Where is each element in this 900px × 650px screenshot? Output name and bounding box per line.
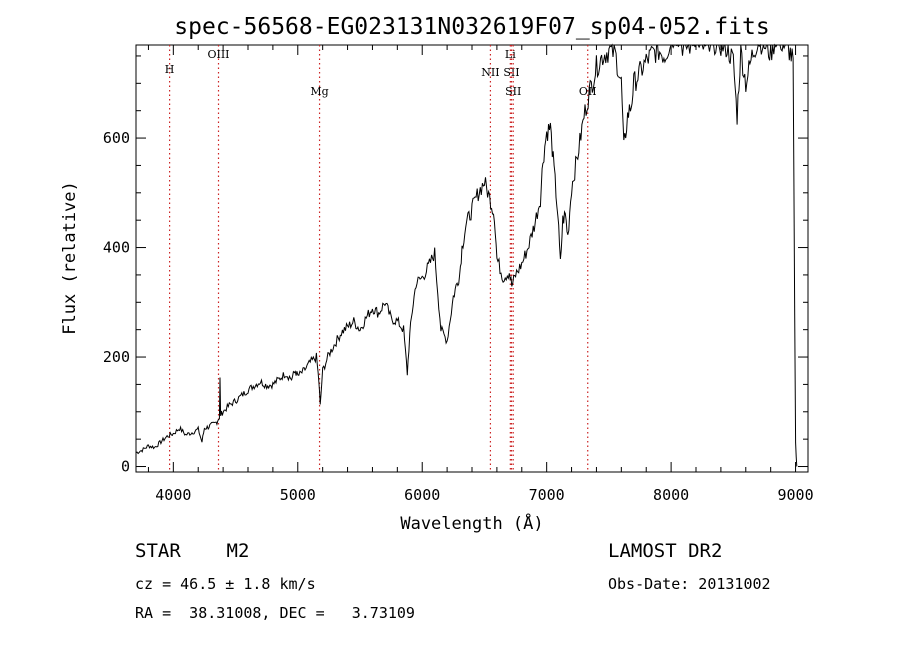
x-tick-label: 4000	[155, 486, 191, 504]
line-label-sii: SII	[503, 66, 519, 79]
y-tick-label: 400	[103, 239, 130, 257]
y-tick-label: 600	[103, 129, 130, 147]
coords-text: RA = 38.31008, DEC = 3.73109	[135, 604, 415, 622]
line-label-mg: Mg	[310, 85, 328, 98]
x-tick-label: 9000	[777, 486, 813, 504]
line-label-h: H	[165, 63, 175, 76]
object-class-label: STAR M2	[135, 540, 250, 562]
survey-label: LAMOST DR2	[608, 540, 723, 562]
x-tick-label: 6000	[404, 486, 440, 504]
chart-title: spec-56568-EG023131N032619F07_sp04-052.f…	[174, 14, 769, 40]
line-label-nii: NII	[481, 66, 499, 79]
x-tick-label: 7000	[529, 486, 565, 504]
plot-frame	[135, 44, 809, 473]
y-tick-label: 0	[121, 458, 130, 476]
spectrum-line	[135, 43, 798, 467]
y-axis-label: Flux (relative)	[60, 181, 80, 335]
y-tick-label: 200	[103, 348, 130, 366]
x-tick-label: 5000	[280, 486, 316, 504]
obs-date-text: Obs-Date: 20131002	[608, 575, 771, 593]
line-label-oiii: OIII	[207, 48, 229, 61]
x-axis-label: Wavelength (Å)	[400, 512, 543, 534]
velocity-text: cz = 46.5 ± 1.8 km/s	[135, 575, 316, 593]
x-tick-label: 8000	[653, 486, 689, 504]
line-label-li: Li	[505, 48, 516, 61]
line-label-sii: SII	[505, 85, 521, 98]
